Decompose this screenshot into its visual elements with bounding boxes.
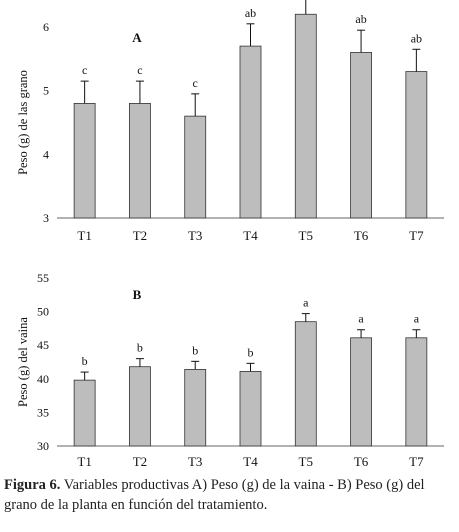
x-tick-label: T5 <box>299 454 313 469</box>
significance-letter: a <box>303 296 309 310</box>
significance-letter: c <box>137 63 142 77</box>
x-tick-label: T7 <box>409 454 424 469</box>
significance-letter: ab <box>355 12 366 26</box>
bar-T4 <box>239 371 262 447</box>
y-tick-label: 55 <box>37 271 49 285</box>
bar-T5 <box>294 13 317 219</box>
x-tick-label: T3 <box>188 454 202 469</box>
bar-T7 <box>405 71 428 219</box>
y-tick-label: 4 <box>43 147 49 161</box>
significance-letter: ab <box>245 6 256 20</box>
significance-letter: c <box>82 63 87 77</box>
caption-text: Variables productivas A) Peso (g) de la … <box>4 477 425 513</box>
y-tick-label: 3 <box>43 211 49 225</box>
y-tick-label: 5 <box>43 84 49 98</box>
y-tick-label: 50 <box>37 305 49 319</box>
significance-letter: c <box>193 76 198 90</box>
y-axis-title: Peso (g) de las grano <box>16 70 30 175</box>
y-axis-title: Peso (g) del vaina <box>16 317 30 407</box>
significance-letter: b <box>137 341 143 355</box>
chart-panel-A: 3 4 5 6 Peso (g) de las grano Ac T1 c T2 c T3 ab T4 a… <box>16 0 444 243</box>
bar-T2 <box>129 366 151 447</box>
bar-T2 <box>129 103 151 219</box>
x-tick-label: T4 <box>243 454 258 469</box>
significance-letter: b <box>82 354 88 368</box>
bar-T5 <box>294 321 317 447</box>
significance-letter: a <box>414 312 420 326</box>
y-tick-label: 6 <box>43 20 49 34</box>
x-tick-label: T4 <box>243 228 258 243</box>
y-tick-label: 45 <box>37 338 49 352</box>
bar-T1 <box>73 379 96 447</box>
x-tick-label: T6 <box>354 454 369 469</box>
bar-T1 <box>73 103 96 219</box>
x-tick-label: T2 <box>133 454 147 469</box>
bar-T6 <box>350 337 372 447</box>
bar-T3 <box>184 368 207 447</box>
significance-letter: b <box>248 345 254 359</box>
panel-label: A <box>132 30 142 45</box>
x-tick-label: T1 <box>77 228 91 243</box>
bar-T3 <box>184 115 207 219</box>
x-tick-label: T1 <box>77 454 91 469</box>
figure-caption: Figura 6. Variables productivas A) Peso … <box>4 475 454 515</box>
x-tick-label: T6 <box>354 228 369 243</box>
x-tick-label: T2 <box>133 228 147 243</box>
significance-letter: a <box>358 312 364 326</box>
x-tick-label: T3 <box>188 228 202 243</box>
panel-label: B <box>133 287 142 302</box>
bar-T7 <box>405 337 428 447</box>
chart-panel-B: 30 35 40 45 50 55 Peso (g) del vaina Bb T1 b T2 b T3… <box>16 271 444 469</box>
y-tick-label: 35 <box>37 405 49 419</box>
x-tick-label: T7 <box>409 228 424 243</box>
significance-letter: b <box>192 343 198 357</box>
caption-label: Figura 6. <box>4 477 61 493</box>
x-tick-label: T5 <box>299 228 313 243</box>
y-tick-label: 40 <box>37 372 49 386</box>
y-tick-label: 30 <box>37 439 49 453</box>
significance-letter: ab <box>411 31 422 45</box>
bar-T6 <box>350 52 372 219</box>
bar-T4 <box>239 45 262 219</box>
